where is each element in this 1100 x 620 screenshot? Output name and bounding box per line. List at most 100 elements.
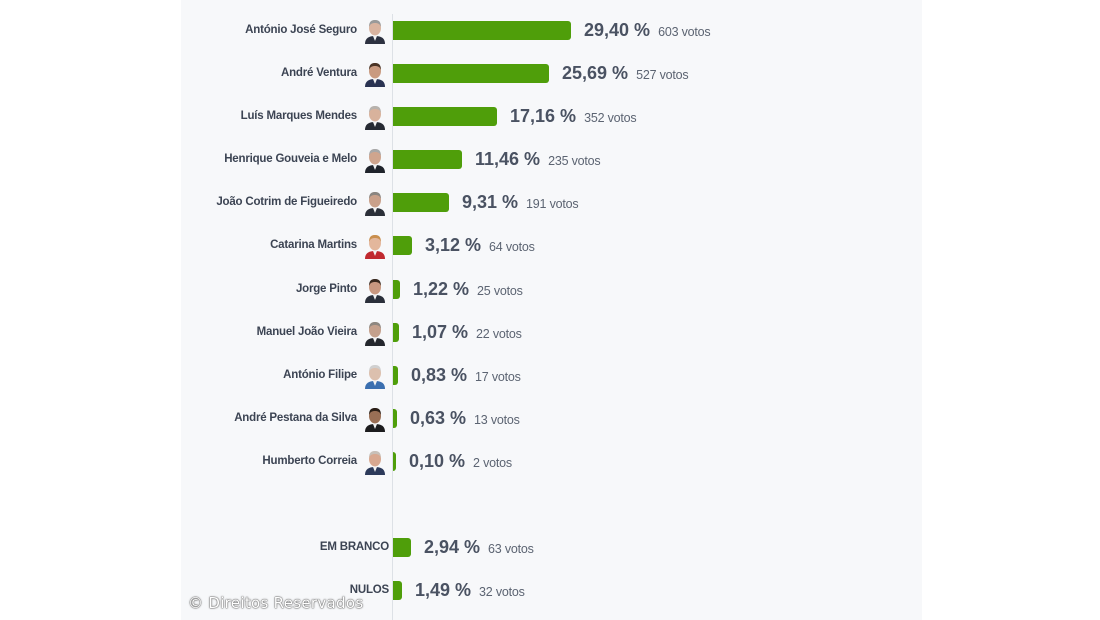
category-name: EM BRANCO: [319, 541, 389, 553]
candidate-photo-icon: [364, 363, 386, 389]
result-percentage: 9,31 % 191 votos: [462, 189, 579, 215]
percentage-value: 29,40 %: [584, 20, 651, 40]
vote-count: 17 votos: [475, 370, 521, 384]
label-container: Manuel João Vieira: [181, 319, 358, 345]
candidate-row: João Cotrim de Figueiredo 9,31 % 191 votos: [181, 189, 922, 216]
result-bar: [393, 64, 549, 83]
result-bar: [393, 21, 571, 40]
result-bar: [393, 538, 411, 557]
label-container: Luís Marques Mendes: [181, 103, 358, 129]
vote-count: 32 votos: [479, 585, 525, 599]
percentage-value: 1,49 %: [415, 580, 472, 600]
result-percentage: 1,22 % 25 votos: [413, 276, 523, 302]
candidate-row: Manuel João Vieira 1,07 % 22 votos: [181, 319, 922, 346]
percentage-value: 1,22 %: [413, 279, 470, 299]
percentage-value: 9,31 %: [462, 192, 519, 212]
results-panel: António José Seguro 29,40 % 603 votos André…: [181, 0, 922, 620]
result-bar: [393, 581, 402, 600]
result-percentage: 25,69 % 527 votos: [562, 60, 689, 86]
candidate-name: Humberto Correia: [262, 455, 357, 467]
result-bar: [393, 366, 398, 385]
blank-null-row: EM BRANCO 2,94 % 63 votos: [181, 534, 922, 560]
label-container: André Pestana da Silva: [181, 405, 357, 431]
result-percentage: 11,46 % 235 votos: [475, 146, 601, 172]
candidate-name: Luís Marques Mendes: [240, 110, 358, 122]
candidate-row: André Ventura 25,69 % 527 votos: [181, 60, 922, 87]
percentage-value: 11,46 %: [475, 149, 541, 169]
category-name: NULOS: [349, 584, 389, 596]
candidate-photo-icon: [364, 147, 386, 173]
axis-line: [392, 14, 393, 620]
vote-count: 64 votos: [489, 240, 535, 254]
candidate-photo-icon: [364, 18, 386, 44]
candidate-row: Humberto Correia 0,10 % 2 votos: [181, 448, 922, 475]
result-percentage: 1,49 % 32 votos: [415, 577, 525, 603]
candidate-row: António José Seguro 29,40 % 603 votos: [181, 17, 922, 44]
candidate-photo-icon: [364, 277, 386, 303]
candidate-photo-icon: [364, 233, 386, 259]
percentage-value: 0,83 %: [411, 365, 468, 385]
vote-count: 352 votos: [584, 111, 637, 125]
result-percentage: 0,10 % 2 votos: [409, 448, 512, 474]
candidate-photo-icon: [364, 449, 386, 475]
label-container: Henrique Gouveia e Melo: [181, 146, 357, 172]
vote-count: 603 votos: [658, 25, 711, 39]
candidate-row: Luís Marques Mendes 17,16 % 352 votos: [181, 103, 922, 130]
candidate-photo-icon: [364, 406, 386, 432]
label-container: Jorge Pinto: [181, 276, 357, 302]
percentage-value: 2,94 %: [424, 537, 481, 557]
percentage-value: 0,10 %: [409, 451, 466, 471]
result-bar: [393, 107, 497, 126]
candidate-photo-icon: [364, 190, 386, 216]
vote-count: 2 votos: [473, 456, 512, 470]
candidate-row: Catarina Martins 3,12 % 64 votos: [181, 232, 922, 259]
vote-count: 13 votos: [474, 413, 520, 427]
result-percentage: 0,83 % 17 votos: [411, 362, 521, 388]
label-container: André Ventura: [181, 60, 357, 86]
candidate-photo-icon: [364, 61, 386, 87]
candidate-photo-icon: [364, 104, 386, 130]
vote-count: 527 votos: [636, 68, 689, 82]
candidate-name: António Filipe: [283, 369, 357, 381]
vote-count: 25 votos: [477, 284, 523, 298]
vote-count: 22 votos: [476, 327, 522, 341]
copyright-notice: © Direitos Reservados: [188, 594, 364, 612]
label-container: NULOS: [181, 577, 389, 603]
label-container: João Cotrim de Figueiredo: [181, 189, 357, 215]
candidate-photo-icon: [364, 320, 386, 346]
candidate-row: António Filipe 0,83 % 17 votos: [181, 362, 922, 389]
result-percentage: 2,94 % 63 votos: [424, 534, 534, 560]
label-container: Humberto Correia: [181, 448, 357, 474]
result-percentage: 3,12 % 64 votos: [425, 232, 535, 258]
percentage-value: 1,07 %: [412, 322, 469, 342]
blank-null-row: NULOS 1,49 % 32 votos: [181, 577, 922, 603]
result-bar: [393, 150, 462, 169]
result-percentage: 0,63 % 13 votos: [410, 405, 520, 431]
candidate-name: Manuel João Vieira: [256, 326, 358, 338]
candidate-row: Jorge Pinto 1,22 % 25 votos: [181, 276, 922, 303]
result-percentage: 29,40 % 603 votos: [584, 17, 711, 43]
result-bar: [393, 280, 400, 299]
vote-count: 63 votos: [488, 542, 534, 556]
candidate-row: Henrique Gouveia e Melo 11,46 % 235 votos: [181, 146, 922, 173]
result-percentage: 17,16 % 352 votos: [510, 103, 637, 129]
vote-count: 191 votos: [526, 197, 579, 211]
result-bar: [393, 452, 396, 471]
percentage-value: 0,63 %: [410, 408, 467, 428]
vote-count: 235 votos: [548, 154, 601, 168]
candidate-name: João Cotrim de Figueiredo: [216, 196, 357, 208]
percentage-value: 3,12 %: [425, 235, 482, 255]
candidate-row: André Pestana da Silva 0,63 % 13 votos: [181, 405, 922, 432]
candidate-name: André Ventura: [280, 67, 357, 79]
label-container: Catarina Martins: [181, 232, 357, 258]
result-bar: [393, 323, 399, 342]
candidate-name: Henrique Gouveia e Melo: [224, 153, 357, 165]
percentage-value: 17,16 %: [510, 106, 577, 126]
candidate-name: Catarina Martins: [270, 239, 357, 251]
result-percentage: 1,07 % 22 votos: [412, 319, 522, 345]
label-container: António Filipe: [181, 362, 357, 388]
percentage-value: 25,69 %: [562, 63, 629, 83]
label-container: EM BRANCO: [181, 534, 389, 560]
candidate-name: António José Seguro: [245, 24, 357, 36]
candidate-name: Jorge Pinto: [295, 283, 357, 295]
